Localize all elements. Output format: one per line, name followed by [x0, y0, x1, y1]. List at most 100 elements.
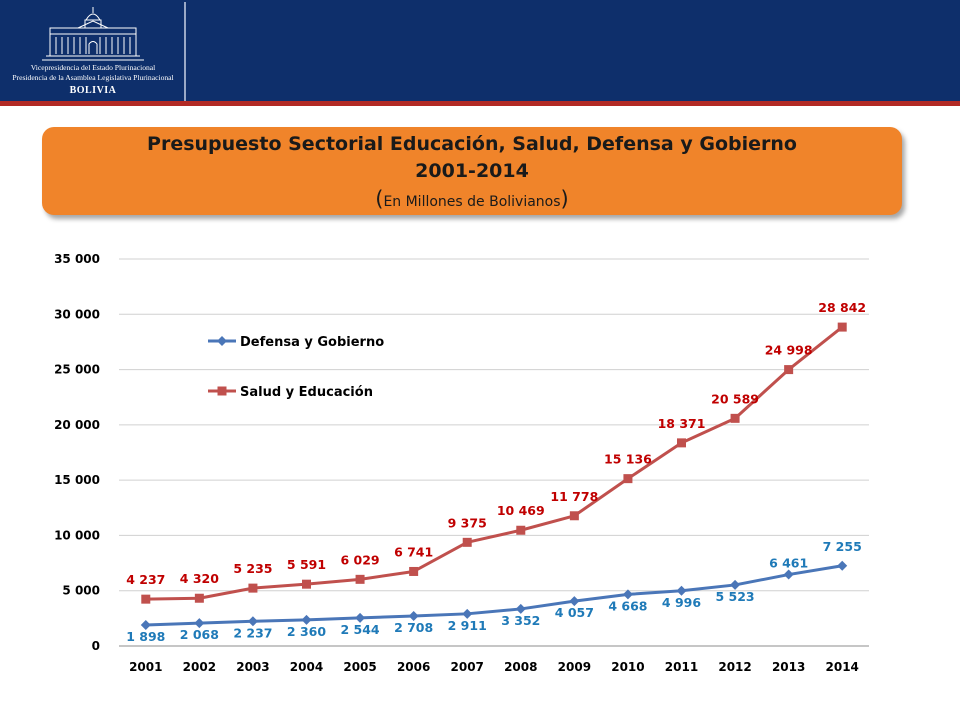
- x-tick-label: 2013: [772, 660, 805, 674]
- header-bar: Vicepresidencia del Estado Plurinacional…: [0, 0, 960, 102]
- data-label: 4 996: [662, 595, 701, 610]
- data-point: [676, 585, 687, 596]
- chart-series: [140, 322, 848, 631]
- data-point: [730, 413, 740, 423]
- data-label: 2 068: [180, 627, 219, 642]
- x-tick-label: 2012: [718, 660, 751, 674]
- header-stripe: [0, 101, 960, 106]
- legend-marker: [217, 386, 227, 396]
- data-point: [302, 579, 311, 589]
- legend-marker: [217, 336, 227, 346]
- x-tick-label: 2005: [343, 660, 376, 674]
- data-labels: 1 898 2 068 2 237 2 360 2 544 2 708 2 911 3 352…: [126, 300, 866, 644]
- data-point: [837, 560, 848, 571]
- chart-legend: Defensa y Gobierno Salud y Educación: [208, 335, 384, 400]
- header-divider: [184, 2, 186, 102]
- y-tick-label: 0: [92, 639, 100, 653]
- x-tick-label: 2004: [290, 660, 323, 674]
- x-tick-label: 2006: [397, 660, 430, 674]
- y-tick-label: 20 000: [54, 418, 100, 432]
- y-tick-label: 35 000: [54, 252, 100, 266]
- data-point: [301, 614, 312, 625]
- data-label: 4 057: [555, 605, 594, 620]
- data-label: 4 320: [180, 571, 219, 586]
- chart-title-box: Presupuesto Sectorial Educación, Salud, …: [42, 127, 902, 215]
- data-point: [194, 593, 204, 603]
- data-label: 2 237: [233, 625, 272, 640]
- data-point: [408, 611, 419, 622]
- y-tick-label: 15 000: [54, 473, 100, 487]
- chart-period: 2001-2014: [415, 160, 529, 182]
- logo-text-presidencia: Presidencia de la Asamblea Legislativa P…: [12, 73, 174, 82]
- chart-gridlines: [119, 258, 869, 647]
- series-line: [145, 564, 843, 627]
- data-label: 5 235: [233, 561, 272, 576]
- units-text: En Millones de Bolivianos: [383, 194, 561, 210]
- data-label: 6 029: [340, 552, 379, 567]
- data-label: 2 360: [287, 624, 326, 639]
- data-label: 9 375: [448, 515, 487, 530]
- data-point: [569, 596, 580, 607]
- x-axis-ticks: 2001 2002 2003 2004 2005 2006 2007 2008 2009 2010…: [129, 660, 859, 674]
- y-tick-label: 5 000: [62, 584, 100, 598]
- palace-emblem-icon: [42, 7, 144, 61]
- data-label: 2 708: [394, 620, 433, 635]
- data-point: [247, 616, 258, 627]
- data-point: [622, 589, 633, 600]
- data-point: [515, 603, 526, 614]
- data-point: [784, 365, 794, 375]
- data-point: [623, 474, 633, 484]
- data-label: 2 911: [448, 618, 487, 633]
- y-tick-label: 25 000: [54, 363, 100, 377]
- data-label: 20 589: [711, 391, 759, 406]
- data-label: 10 469: [497, 503, 545, 518]
- x-tick-label: 2002: [183, 660, 216, 674]
- units-paren-open: (: [375, 187, 384, 211]
- chart-units: (En Millones de Bolivianos): [42, 185, 902, 216]
- data-label: 28 842: [818, 300, 866, 315]
- data-point: [355, 574, 365, 584]
- x-tick-label: 2008: [504, 660, 537, 674]
- y-tick-label: 30 000: [54, 307, 100, 321]
- data-point: [783, 569, 794, 580]
- x-tick-label: 2014: [826, 660, 859, 674]
- data-point: [730, 579, 741, 590]
- data-point: [141, 594, 151, 604]
- logo-text-bolivia: BOLIVIA: [69, 85, 117, 96]
- data-point: [837, 322, 847, 332]
- data-label: 7 255: [823, 539, 862, 554]
- data-label: 6 741: [394, 544, 433, 559]
- data-label: 2 544: [340, 622, 379, 637]
- x-tick-label: 2003: [236, 660, 269, 674]
- x-tick-label: 2010: [611, 660, 644, 674]
- data-label: 18 371: [658, 416, 706, 431]
- data-point: [462, 537, 472, 547]
- data-label: 3 352: [501, 613, 540, 628]
- y-tick-label: 10 000: [54, 528, 100, 542]
- x-tick-label: 2001: [129, 660, 162, 674]
- data-label: 4 237: [126, 572, 165, 587]
- data-point: [140, 620, 151, 631]
- data-point: [516, 525, 526, 535]
- data-label: 24 998: [765, 343, 813, 358]
- data-label: 4 668: [608, 598, 647, 613]
- x-tick-label: 2009: [558, 660, 591, 674]
- data-point: [355, 612, 366, 623]
- legend-label: Salud y Educación: [240, 385, 373, 400]
- data-point: [194, 618, 205, 629]
- series-line: [145, 325, 844, 601]
- data-label: 5 591: [287, 557, 326, 572]
- y-axis-ticks: 0 5 000 10 000 15 000 20 000 25 000 30 000 35 0…: [54, 252, 100, 653]
- data-label: 15 136: [604, 452, 652, 467]
- units-paren-close: ): [560, 187, 569, 211]
- data-label: 5 523: [715, 589, 754, 604]
- x-tick-label: 2007: [451, 660, 484, 674]
- data-label: 11 778: [550, 489, 598, 504]
- vicepresidency-logo: Vicepresidencia del Estado Plurinacional…: [12, 4, 174, 98]
- data-point: [248, 583, 258, 593]
- data-point: [677, 438, 686, 448]
- data-point: [409, 566, 419, 576]
- data-point: [569, 511, 579, 521]
- chart-title: Presupuesto Sectorial Educación, Salud, …: [147, 133, 797, 155]
